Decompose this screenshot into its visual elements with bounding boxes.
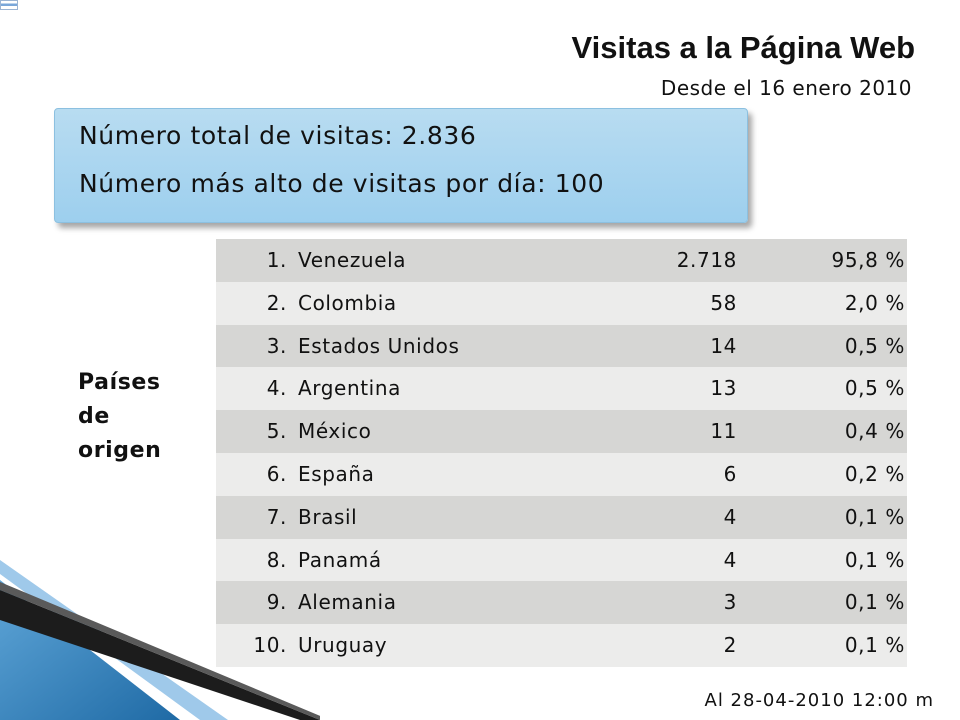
- visits-cell: 14: [710, 333, 737, 358]
- rank-cell: 10.: [253, 633, 287, 658]
- percent-cell: 0,1 %: [844, 547, 905, 572]
- table-row: 1. Venezuela 2.718 95,8 %: [216, 239, 907, 282]
- rank-cell: 1.: [266, 248, 287, 272]
- rank-cell: 4.: [266, 376, 287, 401]
- percent-cell: 0,2 %: [844, 461, 905, 486]
- table-row: 9. Alemania 3 0,1 %: [216, 581, 907, 625]
- total-visits-text: Número total de visitas: 2.836: [79, 121, 477, 150]
- visits-cell: 13: [710, 376, 737, 401]
- countries-table: 1. Venezuela 2.718 95,8 % 2. Colombia 58…: [216, 239, 907, 667]
- country-cell: Colombia: [298, 290, 397, 315]
- country-cell: Estados Unidos: [298, 333, 460, 358]
- table-row: 8. Panamá 4 0,1 %: [216, 538, 907, 582]
- visits-cell: 11: [710, 419, 737, 444]
- visits-cell: 6: [723, 461, 737, 486]
- percent-cell: 0,5 %: [844, 333, 905, 358]
- percent-cell: 0,1 %: [844, 633, 905, 658]
- rank-cell: 2.: [266, 290, 287, 315]
- percent-cell: 95,8 %: [831, 248, 905, 272]
- rank-cell: 6.: [266, 461, 287, 486]
- page-title: Visitas a la Página Web: [571, 30, 915, 65]
- country-cell: Brasil: [298, 504, 358, 529]
- rank-cell: 9.: [266, 590, 287, 615]
- country-cell: México: [298, 419, 372, 444]
- table-row: 4. Argentina 13 0,5 %: [216, 367, 907, 411]
- side-label-line-1: Países: [78, 370, 161, 395]
- table-row: 10. Uruguay 2 0,1 %: [216, 624, 907, 667]
- country-cell: Panamá: [298, 547, 382, 572]
- max-visits-per-day-text: Número más alto de visitas por día: 100: [79, 169, 605, 198]
- table-row: 7. Brasil 4 0,1 %: [216, 495, 907, 539]
- table-row: 5. México 11 0,4 %: [216, 410, 907, 453]
- rank-cell: 3.: [266, 333, 287, 358]
- summary-box: Número total de visitas: 2.836 Número má…: [54, 108, 748, 223]
- rank-cell: 8.: [266, 547, 287, 572]
- decorative-swoosh: [0, 560, 320, 720]
- percent-cell: 0,5 %: [844, 376, 905, 401]
- timestamp-footer: Al 28-04-2010 12:00 m: [704, 690, 934, 711]
- country-cell: España: [298, 461, 375, 486]
- flag-icon: [0, 0, 18, 10]
- visits-cell: 4: [723, 504, 737, 529]
- country-cell: Uruguay: [298, 633, 388, 658]
- page-subtitle: Desde el 16 enero 2010: [660, 76, 912, 100]
- country-cell: Venezuela: [298, 248, 407, 272]
- visits-cell: 58: [710, 290, 737, 315]
- country-cell: Argentina: [298, 376, 401, 401]
- table-row: 2. Colombia 58 2,0 %: [216, 281, 907, 325]
- rank-cell: 7.: [266, 504, 287, 529]
- visits-cell: 4: [723, 547, 737, 572]
- percent-cell: 0,1 %: [844, 590, 905, 615]
- countries-of-origin-label: Países de origen: [78, 366, 208, 468]
- rank-cell: 5.: [266, 419, 287, 444]
- visits-cell: 2.718: [676, 248, 737, 272]
- visits-cell: 2: [723, 633, 737, 658]
- visits-cell: 3: [723, 590, 737, 615]
- side-label-line-2: de: [78, 404, 110, 429]
- side-label-line-3: origen: [78, 438, 162, 463]
- percent-cell: 0,4 %: [844, 419, 905, 444]
- table-row: 6. España 6 0,2 %: [216, 452, 907, 496]
- percent-cell: 0,1 %: [844, 504, 905, 529]
- country-cell: Alemania: [298, 590, 397, 615]
- percent-cell: 2,0 %: [844, 290, 905, 315]
- table-row: 3. Estados Unidos 14 0,5 %: [216, 324, 907, 368]
